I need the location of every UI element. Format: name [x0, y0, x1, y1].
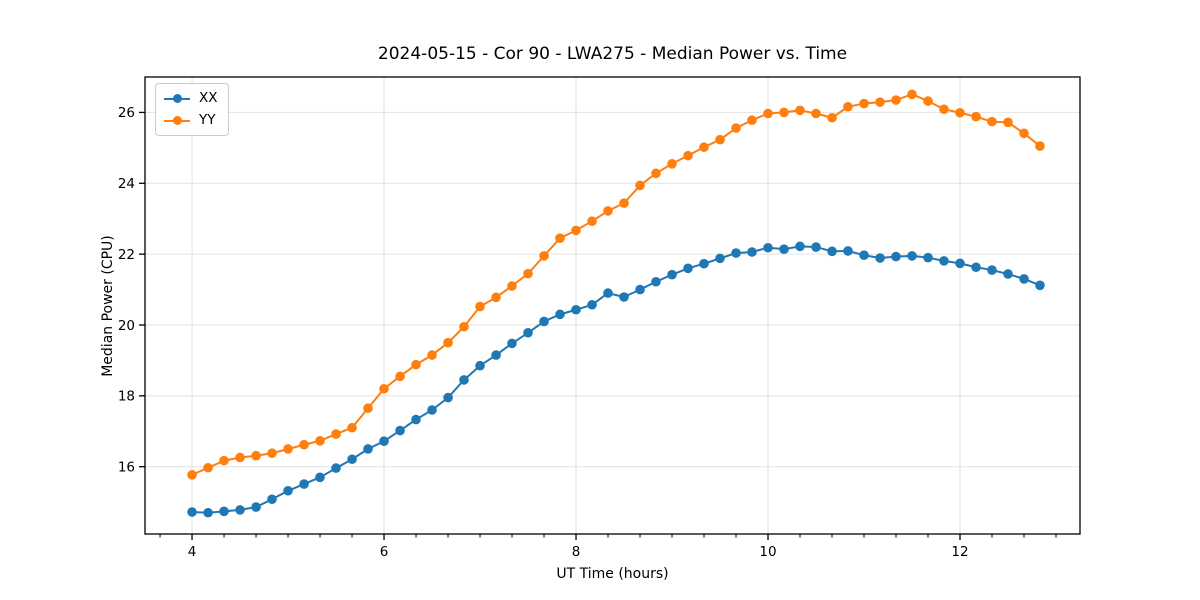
svg-text:10: 10	[759, 544, 776, 560]
legend-item-yy: YY	[164, 111, 218, 130]
svg-text:20: 20	[118, 318, 135, 334]
legend-item-xx: XX	[164, 89, 218, 108]
legend: XX YY	[155, 83, 229, 136]
legend-label-yy: YY	[199, 111, 216, 128]
svg-text:4: 4	[188, 544, 197, 560]
svg-text:24: 24	[118, 176, 135, 192]
plot-area: 4 6 8 10 12 16 18 20 22 24 26	[118, 76, 1081, 560]
legend-label-xx: XX	[199, 89, 218, 106]
legend-marker-yy-icon	[164, 116, 190, 126]
svg-text:18: 18	[118, 389, 135, 405]
svg-text:16: 16	[118, 459, 135, 475]
svg-text:6: 6	[380, 544, 389, 560]
svg-text:12: 12	[951, 544, 968, 560]
chart-title: 2024-05-15 - Cor 90 - LWA275 - Median Po…	[377, 44, 848, 64]
x-axis-label: UT Time (hours)	[556, 566, 669, 582]
svg-text:8: 8	[572, 544, 581, 560]
legend-marker-xx-icon	[164, 94, 190, 104]
svg-text:26: 26	[118, 105, 135, 121]
svg-text:22: 22	[118, 247, 135, 263]
y-axis-label: Median Power (CPU)	[100, 235, 116, 377]
